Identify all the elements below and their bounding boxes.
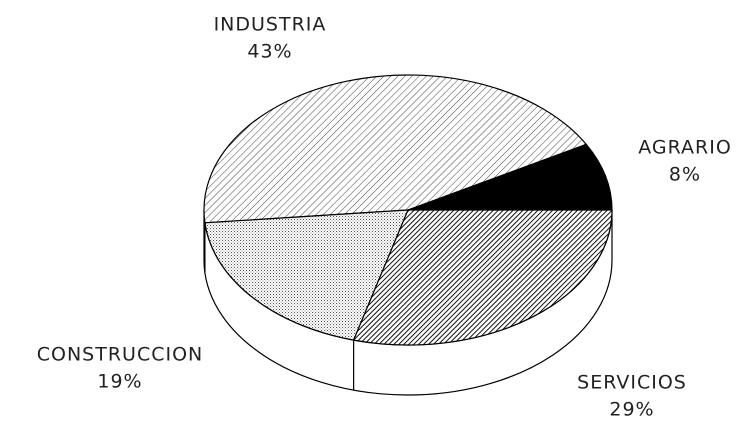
- slice-label: AGRARIO: [638, 137, 732, 159]
- pie-slice: [203, 74, 588, 224]
- slice-value-label: 8%: [669, 164, 701, 186]
- slice-value-label: 43%: [247, 41, 292, 63]
- slice-value-label: 29%: [609, 399, 654, 421]
- slice-label: SERVICIOS: [577, 372, 687, 394]
- slice-value-label: 19%: [97, 371, 142, 393]
- slice-label: CONSTRUCCION: [37, 344, 204, 366]
- pie-slice: [204, 209, 409, 341]
- pie-slice: [407, 143, 613, 211]
- pie-slice: [352, 209, 613, 346]
- slice-label: INDUSTRIA: [214, 14, 327, 36]
